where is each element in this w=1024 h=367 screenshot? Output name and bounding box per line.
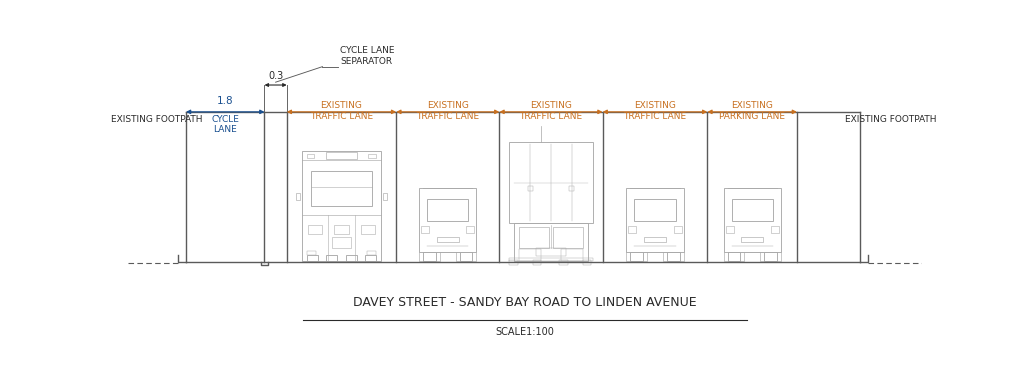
Bar — [509, 258, 593, 261]
Bar — [302, 151, 381, 261]
Bar — [369, 153, 377, 158]
Bar — [559, 260, 567, 265]
Text: 0.3: 0.3 — [268, 71, 284, 81]
Bar — [583, 260, 591, 265]
Text: TRAFFIC LANE: TRAFFIC LANE — [417, 112, 479, 121]
Bar — [466, 226, 474, 233]
Bar — [644, 237, 666, 242]
Bar — [421, 226, 429, 233]
Bar — [724, 188, 780, 252]
Text: TRAFFIC LANE: TRAFFIC LANE — [624, 112, 686, 121]
Bar — [306, 251, 316, 255]
Bar — [731, 199, 773, 221]
Bar — [437, 237, 459, 242]
Bar — [332, 237, 351, 248]
Text: TRAFFIC LANE: TRAFFIC LANE — [519, 112, 583, 121]
Bar — [326, 255, 337, 261]
Text: EXISTING: EXISTING — [321, 101, 362, 110]
Text: DAVEY STREET - SANDY BAY ROAD TO LINDEN AVENUE: DAVEY STREET - SANDY BAY ROAD TO LINDEN … — [353, 296, 696, 309]
Text: EXISTING: EXISTING — [530, 101, 572, 110]
Bar — [296, 193, 300, 200]
Bar — [509, 142, 593, 223]
Bar — [667, 251, 680, 261]
Bar — [427, 199, 468, 221]
Bar — [553, 227, 583, 248]
Text: EXISTING: EXISTING — [634, 101, 676, 110]
Bar — [346, 255, 357, 261]
Text: TRAFFIC LANE: TRAFFIC LANE — [310, 112, 373, 121]
Bar — [460, 251, 472, 261]
Text: EXISTING FOOTPATH: EXISTING FOOTPATH — [845, 115, 936, 124]
Bar — [419, 188, 476, 252]
Text: SCALE1:100: SCALE1:100 — [496, 327, 554, 337]
Text: CYCLE LANE
SEPARATOR: CYCLE LANE SEPARATOR — [340, 46, 394, 66]
Bar — [311, 171, 372, 206]
Bar — [360, 225, 375, 233]
Bar — [306, 255, 317, 261]
Bar — [569, 186, 574, 191]
Bar — [519, 227, 549, 248]
Text: CYCLE
LANE: CYCLE LANE — [211, 115, 240, 134]
Bar — [334, 225, 348, 233]
Bar — [532, 260, 541, 265]
Bar — [728, 251, 740, 261]
Bar — [367, 251, 377, 255]
Text: EXISTING: EXISTING — [731, 101, 773, 110]
Bar — [537, 248, 565, 256]
Bar — [631, 251, 643, 261]
Bar — [423, 251, 436, 261]
Bar — [383, 193, 387, 200]
Text: 1.8: 1.8 — [217, 96, 233, 106]
Text: PARKING LANE: PARKING LANE — [719, 112, 785, 121]
Text: EXISTING FOOTPATH: EXISTING FOOTPATH — [112, 115, 203, 124]
Bar — [771, 226, 779, 233]
Bar — [509, 260, 518, 265]
Bar — [726, 226, 733, 233]
Bar — [627, 188, 683, 252]
Bar — [514, 223, 588, 261]
Text: EXISTING: EXISTING — [427, 101, 469, 110]
Bar — [519, 249, 541, 261]
Bar — [634, 199, 676, 221]
Bar — [561, 249, 583, 261]
Bar — [764, 251, 777, 261]
Bar — [629, 226, 636, 233]
Bar — [527, 186, 532, 191]
Bar — [741, 237, 763, 242]
Bar — [366, 255, 377, 261]
Bar — [674, 226, 682, 233]
Bar — [306, 153, 314, 158]
Bar — [326, 152, 357, 159]
Bar — [308, 225, 323, 233]
